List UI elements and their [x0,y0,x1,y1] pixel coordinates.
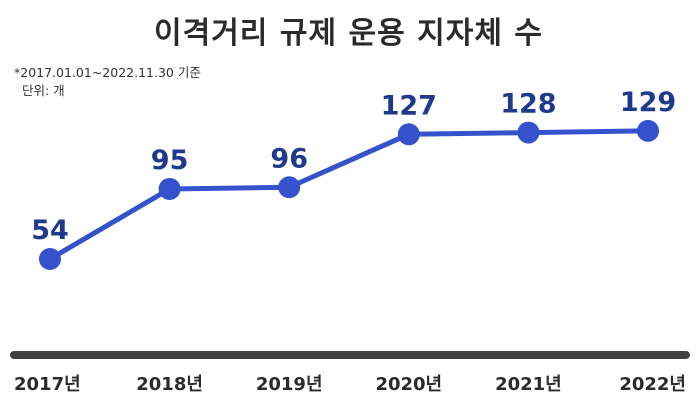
data-label: 128 [500,89,556,120]
data-point [637,119,659,142]
data-label: 96 [270,143,308,174]
period-note: *2017.01.01~2022.11.30 기준 [14,65,201,80]
x-tick-label: 2020년 [375,374,442,395]
data-point [517,121,540,144]
x-tick-label: 2022년 [619,374,686,395]
data-label: 54 [31,215,69,246]
data-point [278,176,301,199]
series-line [47,128,651,262]
data-point [158,177,181,200]
x-tick-label: 2019년 [256,374,323,395]
data-label: 127 [381,90,437,121]
data-label: 95 [151,145,189,176]
x-tick-label: 2018년 [136,374,203,395]
chart-title: 이격거리 규제 운용 지자체 수 [154,16,543,51]
unit-note: 단위: 개 [22,83,65,98]
x-tick-label: 2021년 [495,374,562,395]
data-point [39,248,61,270]
data-label: 129 [620,87,676,118]
data-point [397,123,420,146]
x-tick-label: 2017년 [14,374,81,395]
